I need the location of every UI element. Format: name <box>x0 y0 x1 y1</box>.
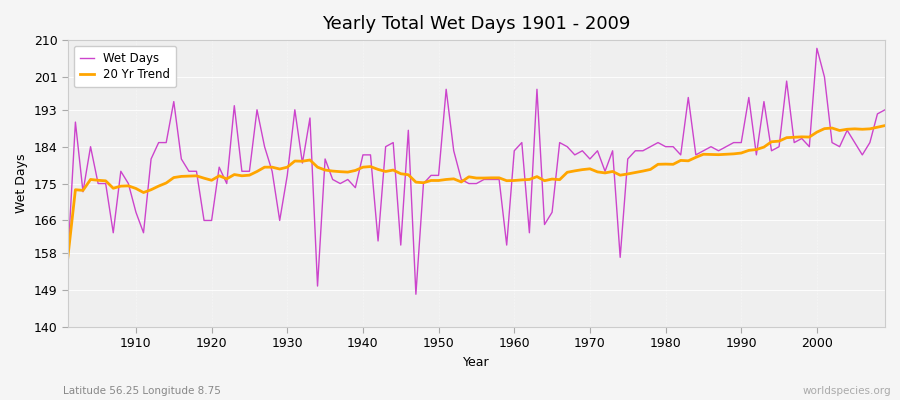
X-axis label: Year: Year <box>464 356 490 369</box>
Line: 20 Yr Trend: 20 Yr Trend <box>68 126 885 257</box>
Wet Days <box>608 148 618 153</box>
20 Yr Trend <box>335 169 346 174</box>
Y-axis label: Wet Days: Wet Days <box>15 154 28 213</box>
Text: Latitude 56.25 Longitude 8.75: Latitude 56.25 Longitude 8.75 <box>63 386 220 396</box>
20 Yr Trend <box>123 184 134 188</box>
Wet Days <box>335 181 346 186</box>
Title: Yearly Total Wet Days 1901 - 2009: Yearly Total Wet Days 1901 - 2009 <box>322 15 631 33</box>
Wet Days <box>812 46 823 51</box>
Text: worldspecies.org: worldspecies.org <box>803 386 891 396</box>
Wet Days <box>62 255 73 260</box>
Wet Days <box>508 148 519 153</box>
Wet Days <box>290 107 301 112</box>
20 Yr Trend <box>508 178 519 183</box>
Wet Days <box>410 292 421 297</box>
20 Yr Trend <box>290 159 301 164</box>
20 Yr Trend <box>879 123 890 128</box>
20 Yr Trend <box>62 255 73 260</box>
20 Yr Trend <box>501 178 512 183</box>
Wet Days <box>123 181 134 186</box>
Legend: Wet Days, 20 Yr Trend: Wet Days, 20 Yr Trend <box>74 46 176 87</box>
Line: Wet Days: Wet Days <box>68 48 885 294</box>
Wet Days <box>879 107 890 112</box>
Wet Days <box>517 140 527 145</box>
20 Yr Trend <box>599 170 610 175</box>
